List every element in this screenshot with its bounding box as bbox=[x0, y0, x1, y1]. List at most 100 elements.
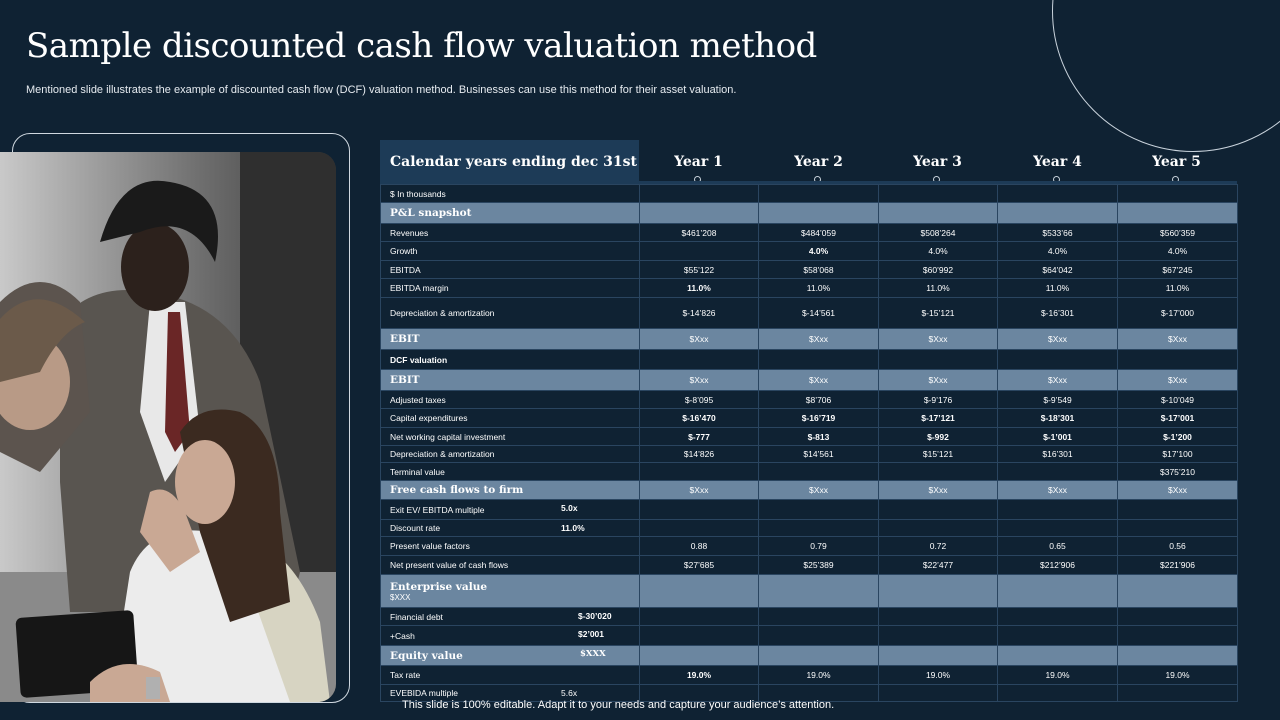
row-label-cell: Discount rate 11.0% bbox=[380, 519, 640, 537]
row-label-cell: Depreciation & amortization bbox=[380, 297, 640, 329]
year-column-5: Year 5 bbox=[1117, 140, 1236, 184]
cell-value: $560’359 bbox=[1160, 227, 1195, 238]
cell-value: 19.0% bbox=[686, 670, 712, 680]
value-cell: $55’122 bbox=[639, 260, 759, 279]
value-cell bbox=[878, 349, 998, 370]
cell-value: $-777 bbox=[688, 431, 710, 442]
value-cell: $Xxx bbox=[997, 369, 1118, 391]
value-cell: 4.0% bbox=[997, 241, 1118, 261]
cell-value: 0.88 bbox=[690, 541, 708, 551]
row-label-cell: EVEBIDA multiple 5.6x bbox=[380, 684, 640, 702]
year-column-2: Year 2 bbox=[759, 140, 878, 184]
value-cell: $17’100 bbox=[1117, 445, 1238, 463]
value-cell: 4.0% bbox=[878, 241, 998, 261]
cell-value: $55’122 bbox=[683, 264, 715, 275]
cell-value: 19.0% bbox=[1045, 670, 1070, 680]
value-cell: $-18’301 bbox=[997, 408, 1118, 428]
cell-value: $-15’121 bbox=[921, 308, 955, 318]
value-cell: $Xxx bbox=[639, 328, 759, 350]
table-row: Exit EV/ EBITDA multiple 5.0x bbox=[380, 499, 1238, 520]
value-cell: $27’685 bbox=[639, 555, 759, 575]
cell-value: $221’906 bbox=[1160, 560, 1195, 570]
cell-value: $8’706 bbox=[805, 394, 832, 405]
value-cell: 19.0% bbox=[1117, 665, 1238, 685]
value-cell bbox=[758, 574, 879, 608]
row-label-cell: Depreciation & amortization bbox=[380, 445, 640, 463]
row-label-cell: Free cash flows to firm bbox=[380, 480, 640, 500]
value-cell bbox=[1117, 499, 1238, 520]
cell-value: $-17’000 bbox=[1160, 308, 1195, 318]
cell-value: 19.0% bbox=[925, 670, 951, 680]
cell-value: $Xxx bbox=[689, 375, 709, 385]
row-label-cell: Tax rate bbox=[380, 665, 640, 685]
value-cell: $-17’000 bbox=[1117, 297, 1238, 329]
value-cell bbox=[878, 625, 998, 646]
value-cell: 0.56 bbox=[1117, 536, 1238, 556]
value-cell bbox=[639, 519, 759, 537]
row-label-cell: P&L snapshot bbox=[380, 202, 640, 224]
value-cell: $22’477 bbox=[878, 555, 998, 575]
value-cell: $14’561 bbox=[758, 445, 879, 463]
cell-value: $-992 bbox=[927, 431, 949, 442]
row-label: Net present value of cash flows bbox=[390, 560, 509, 570]
value-cell: $-17’001 bbox=[1117, 408, 1238, 428]
value-cell bbox=[997, 684, 1118, 702]
value-cell bbox=[639, 607, 759, 626]
row-label: $ In thousands bbox=[390, 188, 446, 199]
inline-value: 5.6x bbox=[561, 688, 578, 698]
value-cell: $-17’121 bbox=[878, 408, 998, 428]
section-row: P&L snapshot bbox=[380, 202, 1238, 224]
value-cell bbox=[997, 499, 1118, 520]
value-cell bbox=[878, 607, 998, 626]
table-row: EBITDA margin 11.0% 11.0% 11.0% 11.0% 11.0% bbox=[380, 278, 1238, 298]
table-row: Growth 4.0% 4.0% 4.0% 4.0% bbox=[380, 241, 1238, 261]
cell-value: $Xxx bbox=[1168, 334, 1187, 344]
year-label: Year 5 bbox=[1152, 154, 1201, 170]
cell-value: $-18’301 bbox=[1040, 413, 1075, 423]
value-cell: $212’906 bbox=[997, 555, 1118, 575]
value-cell: $-15’121 bbox=[878, 297, 998, 329]
value-cell bbox=[758, 519, 879, 537]
row-label-cell: Terminal value bbox=[380, 462, 640, 481]
cell-value: $Xxx bbox=[809, 334, 828, 344]
row-label: Revenues bbox=[390, 227, 429, 238]
value-cell: $14’826 bbox=[639, 445, 759, 463]
cell-value: 11.0% bbox=[806, 283, 831, 293]
value-cell bbox=[639, 625, 759, 646]
cell-value: $60’992 bbox=[922, 264, 954, 275]
value-cell bbox=[1117, 645, 1238, 666]
value-cell: $-16’719 bbox=[758, 408, 879, 428]
value-cell: $-9’549 bbox=[997, 390, 1118, 409]
row-label-cell: EBITDA bbox=[380, 260, 640, 279]
page-title: Sample discounted cash flow valuation me… bbox=[26, 26, 817, 66]
row-label: Discount rate bbox=[390, 523, 441, 533]
table-row: Terminal value $375’210 bbox=[380, 462, 1238, 481]
value-cell: $-16’470 bbox=[639, 408, 759, 428]
table-row: Financial debt $-30’020 bbox=[380, 607, 1238, 626]
row-label-cell: EBITDA margin bbox=[380, 278, 640, 298]
value-cell: $560’359 bbox=[1117, 223, 1238, 242]
cell-value: 11.0% bbox=[1165, 283, 1190, 293]
cell-value: $25’389 bbox=[803, 560, 834, 570]
cell-value: $-14’826 bbox=[682, 308, 716, 318]
value-cell: $-16’301 bbox=[997, 297, 1118, 329]
value-cell bbox=[878, 184, 998, 203]
value-cell: $Xxx bbox=[878, 480, 998, 500]
cell-value: $-1’001 bbox=[1043, 431, 1072, 442]
row-label: Financial debt bbox=[390, 611, 443, 622]
section-row: Equity value $XXX bbox=[380, 645, 1238, 666]
table-row: Discount rate 11.0% bbox=[380, 519, 1238, 537]
value-cell: $25’389 bbox=[758, 555, 879, 575]
value-cell: 19.0% bbox=[639, 665, 759, 685]
cell-value: 19.0% bbox=[806, 670, 831, 680]
section-row: Free cash flows to firm $Xxx $Xxx $Xxx $Xxx $… bbox=[380, 480, 1238, 500]
value-cell: $-777 bbox=[639, 427, 759, 446]
cell-value: $-17’001 bbox=[1160, 413, 1195, 423]
row-label-cell: +Cash $2’001 bbox=[380, 625, 640, 646]
value-cell bbox=[878, 574, 998, 608]
section-row: Enterprise value $XXX bbox=[380, 574, 1238, 608]
value-cell: $Xxx bbox=[639, 480, 759, 500]
cell-value: $Xxx bbox=[809, 375, 828, 385]
value-cell bbox=[997, 202, 1118, 224]
value-cell bbox=[878, 645, 998, 666]
